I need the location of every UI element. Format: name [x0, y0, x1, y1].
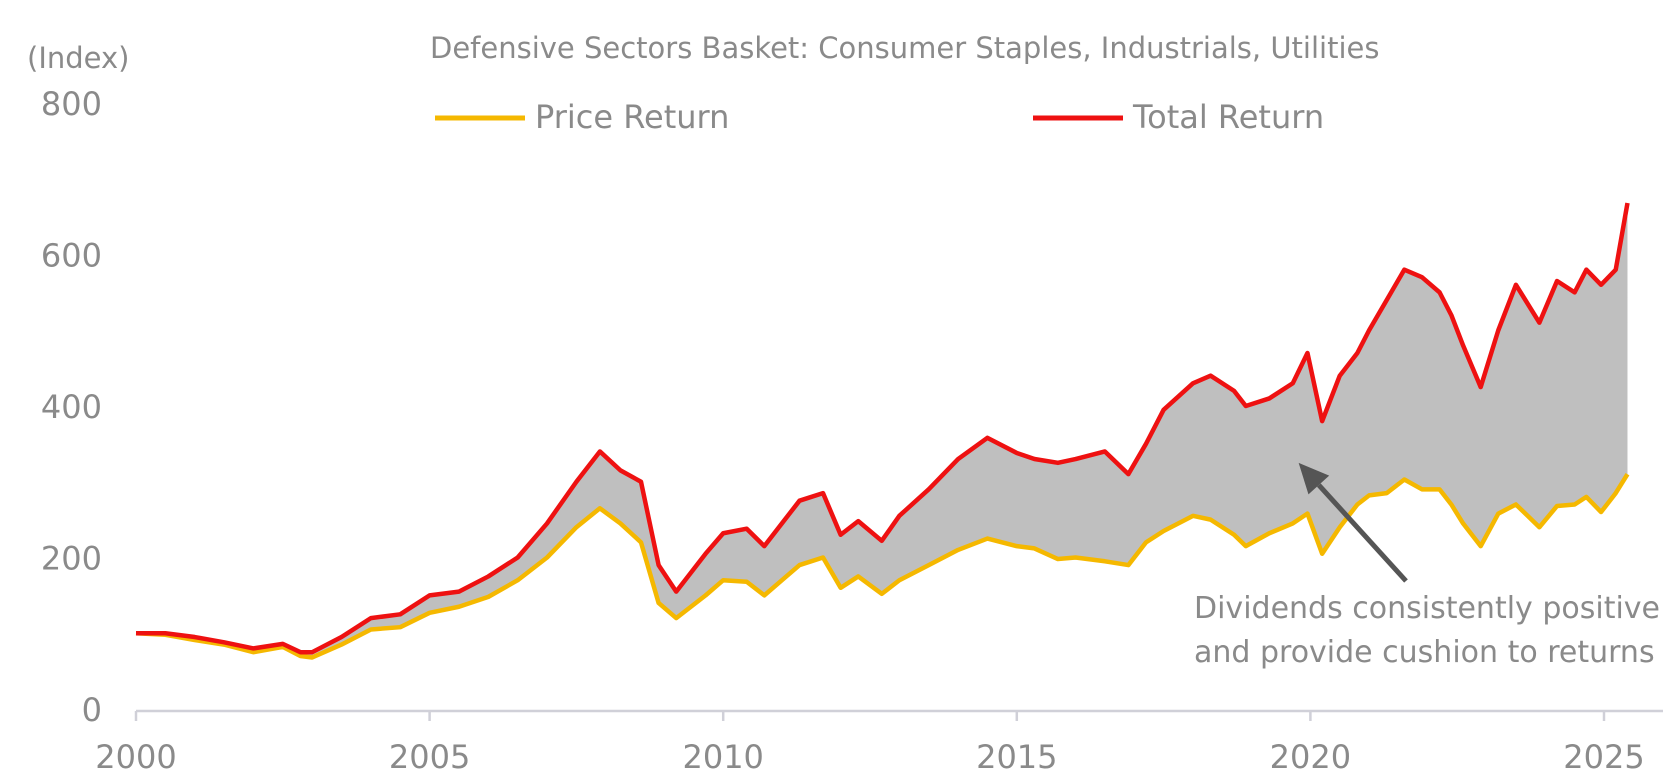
x-tick-label: 2010	[682, 738, 763, 776]
y-tick-label: 800	[41, 85, 102, 123]
x-tick-label: 2005	[389, 738, 470, 776]
y-tick-label: 0	[82, 691, 102, 729]
chart-title: Defensive Sectors Basket: Consumer Stapl…	[430, 31, 1379, 65]
x-tick-label: 2025	[1563, 738, 1644, 776]
y-tick-label: 200	[41, 540, 102, 578]
y-axis-unit-label: (Index)	[27, 41, 129, 75]
annotation-line-2: and provide cushion to returns	[1194, 635, 1655, 670]
legend: Price Return Total Return	[435, 98, 1324, 136]
x-tick-label: 2015	[976, 738, 1057, 776]
legend-label-price-return: Price Return	[535, 98, 729, 136]
y-axis-ticks: 0 200 400 600 800	[41, 85, 102, 729]
x-tick-label: 2000	[95, 738, 176, 776]
y-tick-label: 400	[41, 388, 102, 426]
annotation: Dividends consistently positive and prov…	[1194, 462, 1660, 670]
dividend-gap-area	[136, 202, 1628, 658]
legend-label-total-return: Total Return	[1132, 98, 1324, 136]
annotation-arrow-shaft	[1316, 483, 1408, 583]
x-axis: 2000 2005 2010 2015 2020 2025	[95, 709, 1663, 776]
y-tick-label: 600	[41, 237, 102, 275]
total-return-line	[136, 202, 1630, 655]
annotation-line-1: Dividends consistently positive	[1194, 591, 1660, 626]
price-return-line	[135, 472, 1630, 660]
annotation-arrow-head	[1298, 462, 1330, 495]
x-tick-label: 2020	[1270, 738, 1351, 776]
